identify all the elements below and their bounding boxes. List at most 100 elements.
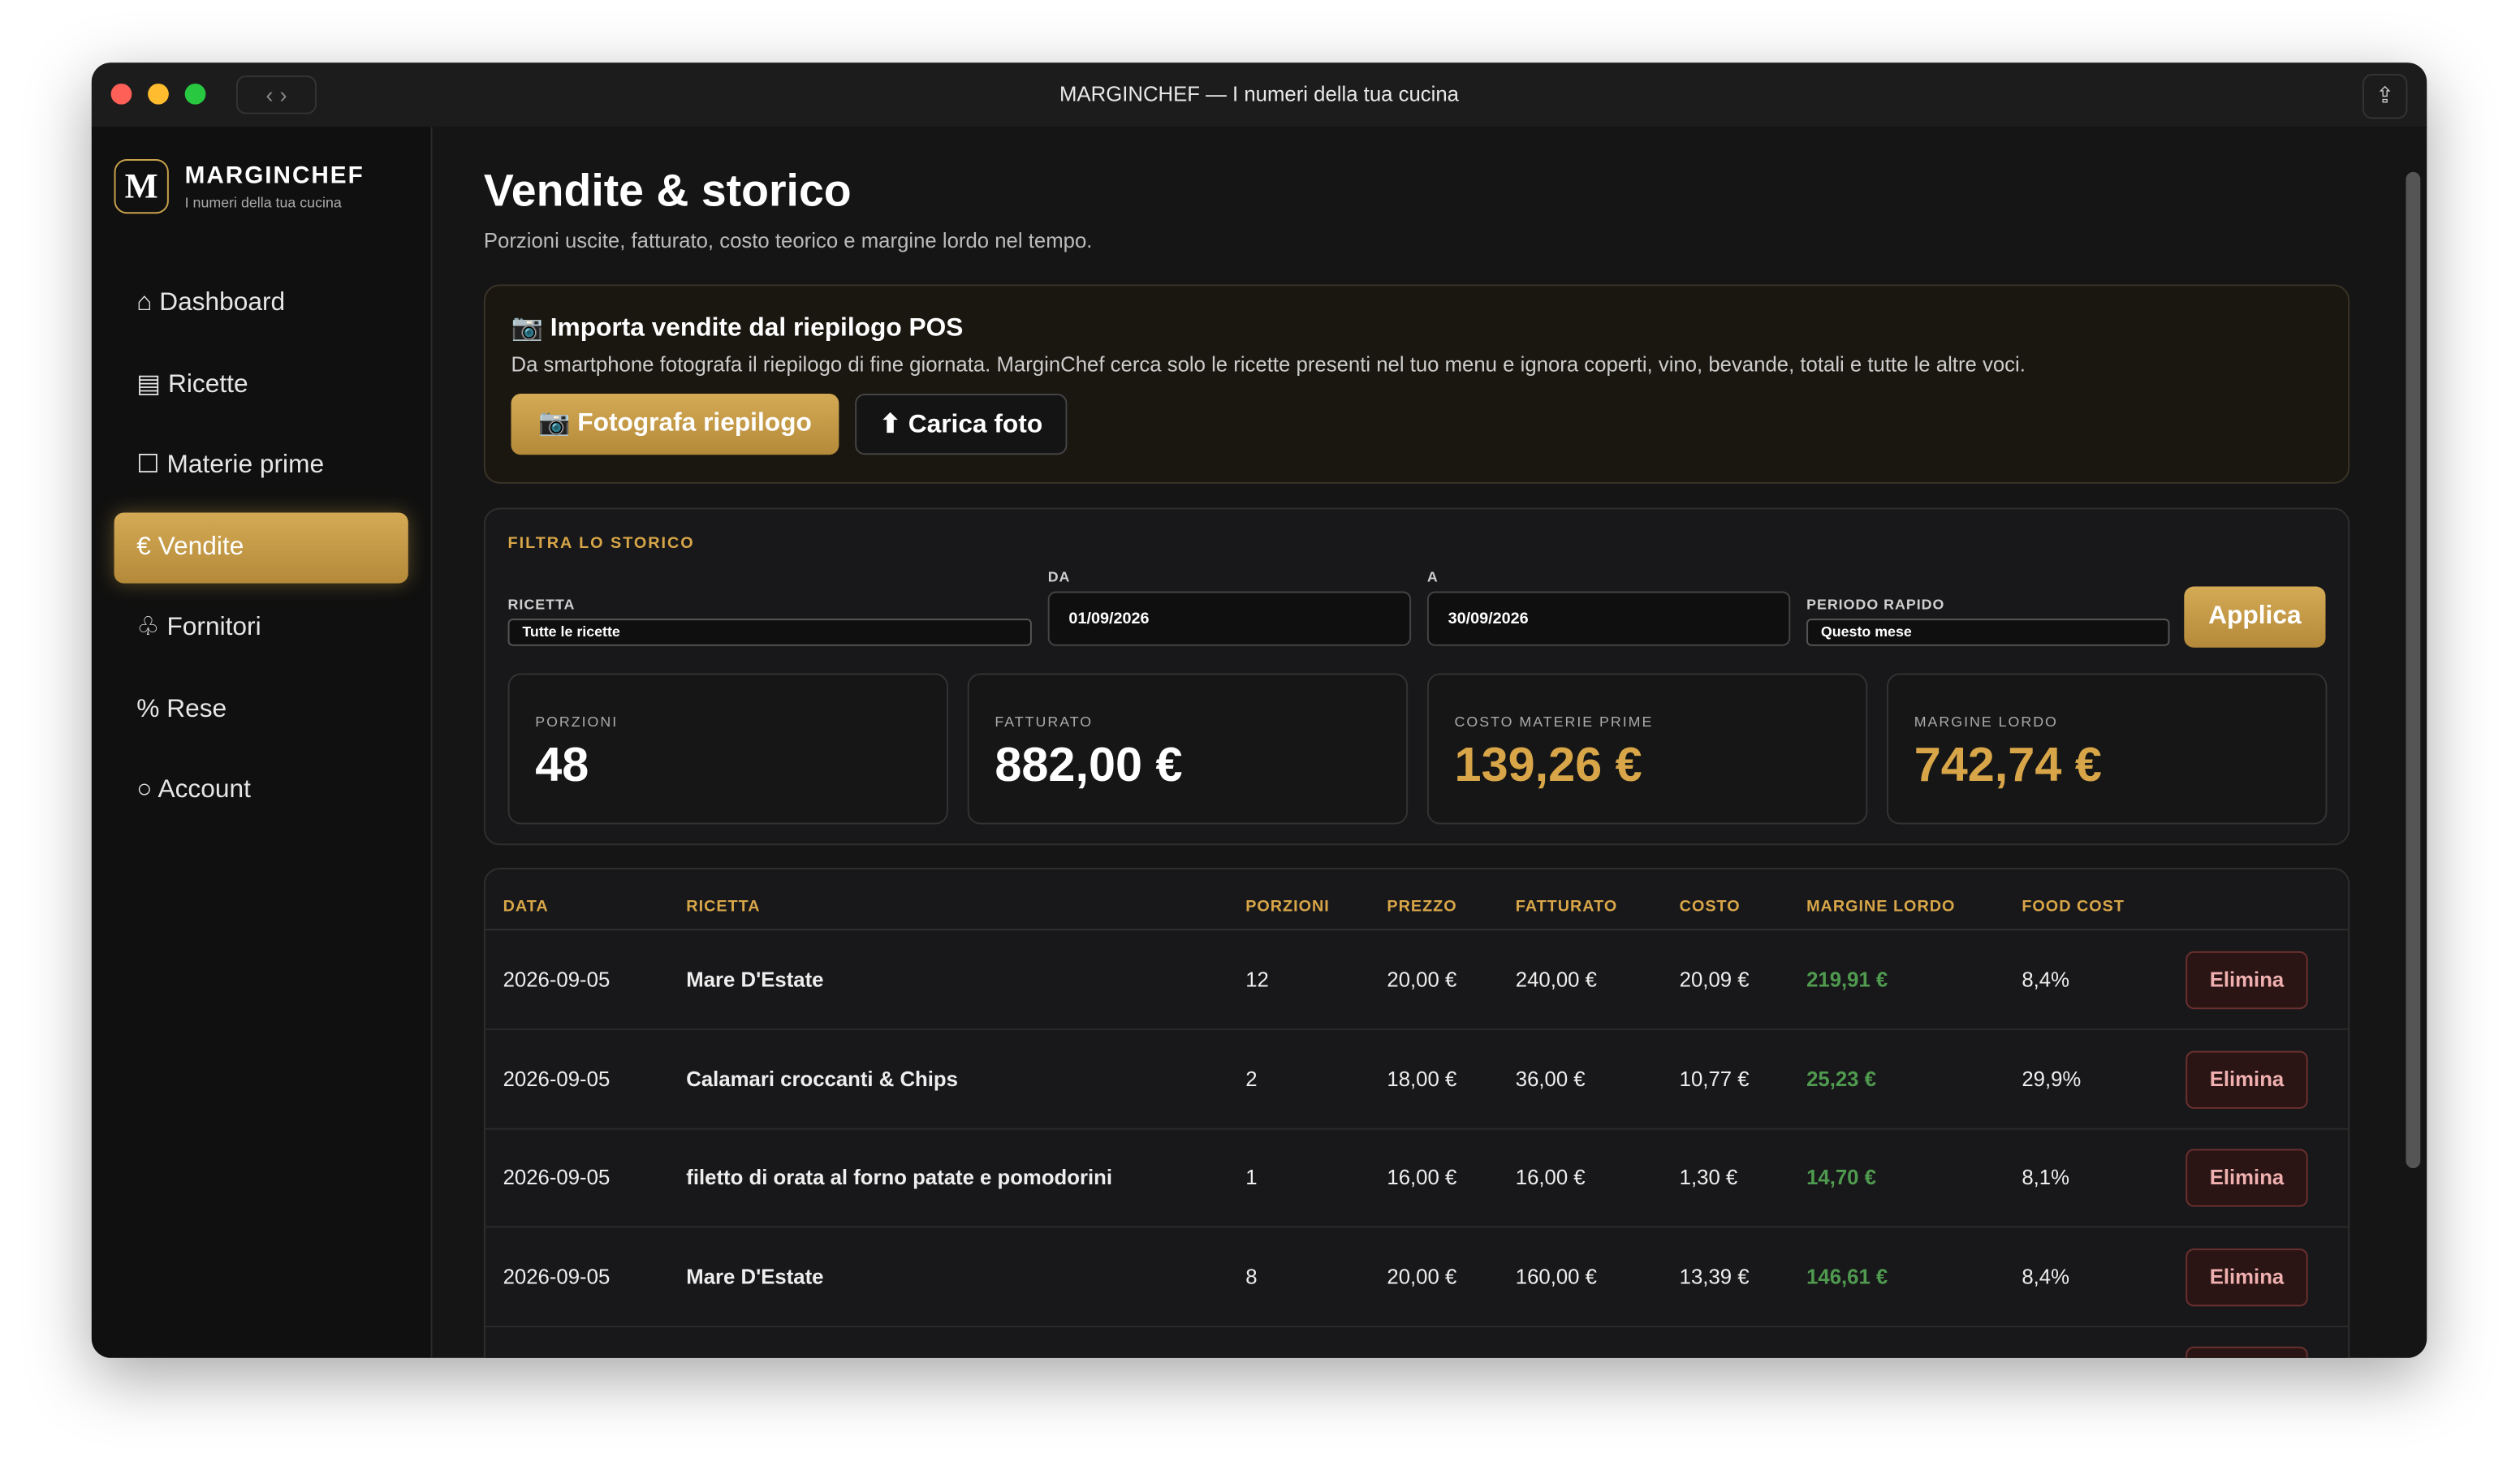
scrollbar[interactable] <box>2406 171 2421 1169</box>
table-cell: Calamari croccanti & Chips <box>686 1066 958 1091</box>
column-header: MARGINE LORDO <box>1806 898 1956 916</box>
table-cell: 18,00 € <box>1387 1066 1457 1091</box>
delete-button[interactable]: Elimina <box>2186 951 2308 1010</box>
recipe-label: RICETTA <box>507 596 576 613</box>
from-input[interactable]: 01/09/2026 <box>1047 591 1412 646</box>
photo-button[interactable]: 📷 Fotografa riepilogo <box>511 394 839 455</box>
content: Vendite & storico Porzioni uscite, fattu… <box>432 127 2427 1358</box>
table-cell: 240,00 € <box>1515 967 1597 992</box>
delete-button[interactable]: Elimina <box>2186 1149 2308 1208</box>
stat-value: 139,26 € <box>1454 739 1642 792</box>
stat-card: MARGINE LORDO 742,74 € <box>1887 673 2328 825</box>
to-input[interactable]: 30/09/2026 <box>1426 591 1791 646</box>
table-cell: 1,30 € <box>1679 1165 1738 1190</box>
table-cell: 2026-09-05 <box>503 1066 611 1091</box>
filter-card: FILTRA LO STORICO RICETTA Tutte le ricet… <box>483 507 2350 846</box>
table-cell: 13,39 € <box>1679 1264 1750 1289</box>
column-header: RICETTA <box>686 898 761 916</box>
nav-item[interactable]: % Rese <box>136 695 227 722</box>
nav-item[interactable]: ▤ Ricette <box>136 370 248 398</box>
column-header: PORZIONI <box>1245 898 1330 916</box>
table-cell: 146,61 € <box>1806 1264 1888 1289</box>
column-header: FOOD COST <box>2022 898 2125 916</box>
table-cell: Mare D'Estate <box>686 967 824 992</box>
table-cell: 8 <box>1245 1264 1258 1289</box>
table-cell: 12 <box>1245 967 1269 992</box>
stat-label: COSTO MATERIE PRIME <box>1454 713 1654 730</box>
table-cell: 8,4% <box>2022 1264 2070 1289</box>
table-cell: 160,00 € <box>1515 1264 1597 1289</box>
column-header: FATTURATO <box>1515 898 1618 916</box>
nav-item[interactable]: ♧ Fornitori <box>136 614 261 641</box>
title-bar: ‹ › MARGINCHEF — I numeri della tua cuci… <box>91 63 2427 129</box>
to-label: A <box>1426 568 1439 585</box>
table-cell: filetto di orata al forno patate e pomod… <box>686 1165 1113 1190</box>
upload-button[interactable]: ⬆ Carica foto <box>855 394 1068 455</box>
app-window: ‹ › MARGINCHEF — I numeri della tua cuci… <box>91 63 2427 1358</box>
nav-item[interactable]: ⌂ Dashboard <box>136 289 286 317</box>
table-cell: Mare D'Estate <box>686 1264 824 1289</box>
logo: M <box>114 158 169 214</box>
delete-button[interactable]: Elimina <box>2186 1050 2308 1109</box>
table-cell: 29,9% <box>2022 1066 2082 1091</box>
table-cell: 8,1% <box>2022 1165 2070 1190</box>
delete-button[interactable]: Elimina <box>2186 1248 2308 1307</box>
table-cell: 2026-09-05 <box>503 1165 611 1190</box>
table-cell: 2026-09-05 <box>503 967 611 992</box>
nav-item[interactable]: ☐ Materie prime <box>136 451 325 479</box>
nav-item[interactable]: ○ Account <box>136 776 251 804</box>
delete-button[interactable] <box>2186 1347 2308 1358</box>
stat-card: FATTURATO 882,00 € <box>967 673 1409 825</box>
import-title: 📷 Importa vendite dal riepilogo POS <box>511 315 964 343</box>
table-cell: 25,23 € <box>1806 1066 1876 1091</box>
page-subtitle: Porzioni uscite, fatturato, costo teoric… <box>483 228 1093 252</box>
table-cell: 16,00 € <box>1387 1165 1457 1190</box>
table-cell: 1 <box>1245 1165 1258 1190</box>
table-row <box>485 1128 2349 1228</box>
stat-label: FATTURATO <box>995 713 1094 730</box>
nav-arrows[interactable]: ‹ › <box>236 75 317 114</box>
table-cell: 8,4% <box>2022 967 2070 992</box>
sales-table: DATA RICETTA PORZIONI PREZZO FATTURATO COSTO M… <box>483 867 2350 1358</box>
stat-value: 742,74 € <box>1914 739 2102 792</box>
import-text: Da smartphone fotografa il riepilogo di … <box>511 351 2026 377</box>
table-cell: 2026-09-05 <box>503 1264 611 1289</box>
stat-card: COSTO MATERIE PRIME 139,26 € <box>1426 673 1868 825</box>
stat-value: 882,00 € <box>995 739 1183 792</box>
table-cell: 219,91 € <box>1806 967 1888 992</box>
table-row <box>485 1326 2348 1358</box>
table-cell: 36,00 € <box>1515 1066 1586 1091</box>
table-cell: 20,00 € <box>1387 967 1457 992</box>
share-button[interactable]: ⇪ <box>2362 74 2408 119</box>
page-title: Vendite & storico <box>483 165 852 216</box>
table-cell: 20,00 € <box>1387 1264 1457 1289</box>
table-cell: 10,77 € <box>1679 1066 1750 1091</box>
table-row <box>485 1227 2349 1327</box>
table-row <box>485 930 2349 1030</box>
table-cell: 2 <box>1245 1066 1258 1091</box>
stat-value: 48 <box>535 739 589 792</box>
period-select[interactable]: Questo mese <box>1806 619 2170 646</box>
stat-label: MARGINE LORDO <box>1914 713 2058 730</box>
import-card: 📷 Importa vendite dal riepilogo POS Da s… <box>483 284 2350 484</box>
minimize-button[interactable] <box>148 83 169 105</box>
from-label: DA <box>1047 568 1071 585</box>
brand: MARGINCHEF <box>184 162 365 190</box>
filter-title: FILTRA LO STORICO <box>507 535 695 553</box>
apply-button[interactable]: Applica <box>2184 586 2326 648</box>
sidebar: M MARGINCHEF I numeri della tua cucina ⌂… <box>91 127 433 1358</box>
close-button[interactable] <box>110 83 132 105</box>
column-header: DATA <box>503 898 549 916</box>
window-title: MARGINCHEF — I numeri della tua cucina <box>1059 81 1460 106</box>
nav-item[interactable]: € Vendite <box>114 511 408 583</box>
table-cell: 20,09 € <box>1679 967 1750 992</box>
recipe-select[interactable]: Tutte le ricette <box>507 619 1032 646</box>
table-cell: 16,00 € <box>1515 1165 1586 1190</box>
stat-label: PORZIONI <box>535 713 619 730</box>
tagline: I numeri della tua cucina <box>184 194 342 211</box>
period-label: PERIODO RAPIDO <box>1806 596 1945 613</box>
table-row <box>485 1029 2349 1129</box>
column-header: PREZZO <box>1387 898 1457 916</box>
zoom-button[interactable] <box>184 83 206 105</box>
